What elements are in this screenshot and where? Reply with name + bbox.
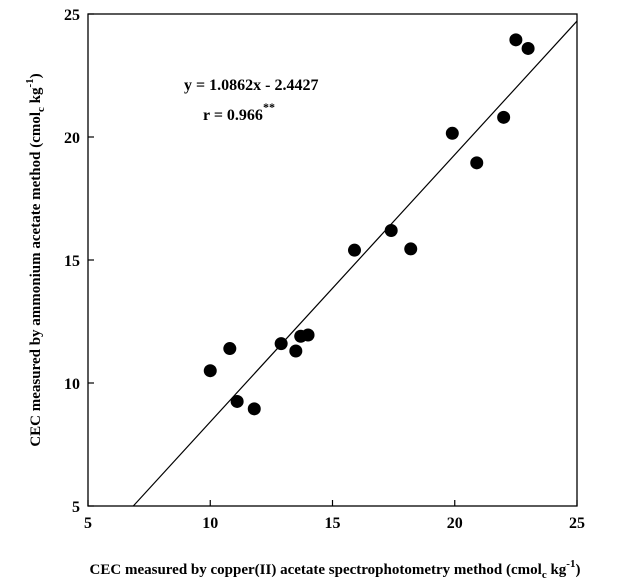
axis-ticks [87, 13, 578, 507]
data-point [203, 364, 217, 378]
y-axis-label-suffix: ) [28, 73, 44, 78]
y-tick-label: 15 [64, 253, 80, 270]
data-point [497, 110, 511, 124]
correlation-coefficient: r = 0.966** [203, 100, 275, 124]
x-axis-label: CEC measured by copper(II) acetate spect… [90, 558, 581, 581]
y-tick-label: 5 [72, 499, 80, 516]
y-tick-label: 25 [64, 7, 80, 24]
x-axis-label-mid: kg [547, 562, 567, 578]
data-point [470, 156, 484, 170]
data-point [521, 41, 535, 55]
data-point [223, 342, 237, 356]
data-point [348, 243, 362, 257]
y-axis-label-sub: c [35, 107, 47, 112]
data-point [445, 126, 459, 140]
data-point [509, 33, 523, 47]
data-point [274, 337, 288, 351]
data-point [301, 328, 315, 342]
plot-frame [87, 13, 578, 507]
data-point [384, 223, 398, 237]
x-tick-label: 10 [202, 515, 218, 532]
y-tick-label: 20 [64, 130, 80, 147]
significance-marker: ** [263, 100, 275, 114]
regression-equation: y = 1.0862x - 2.4427 [184, 77, 318, 94]
data-point [289, 344, 303, 358]
x-axis-label-prefix: CEC measured by copper(II) acetate spect… [90, 562, 542, 578]
data-point [404, 242, 418, 256]
y-axis-label-mid: kg [28, 87, 44, 107]
x-tick-label: 20 [447, 515, 463, 532]
x-tick-label: 15 [325, 515, 341, 532]
correlation-text: r = 0.966 [203, 107, 263, 124]
x-tick-label: 25 [569, 515, 585, 532]
data-points [203, 33, 535, 416]
y-axis-label-prefix: CEC measured by ammonium acetate method … [28, 112, 44, 447]
data-point [247, 402, 261, 416]
y-axis-label-sup: -1 [24, 78, 36, 87]
regression-line [132, 20, 578, 507]
y-tick-label: 10 [64, 376, 80, 393]
axis-tick-labels: 5 10 15 20 25 5 10 15 20 25 [64, 7, 585, 532]
x-axis-label-sub: c [542, 569, 547, 581]
x-axis-label-sup: -1 [566, 558, 575, 570]
x-tick-label: 5 [84, 515, 92, 532]
x-axis-label-suffix: ) [575, 562, 580, 578]
data-point [230, 394, 244, 408]
y-axis-label: CEC measured by ammonium acetate method … [24, 73, 47, 446]
